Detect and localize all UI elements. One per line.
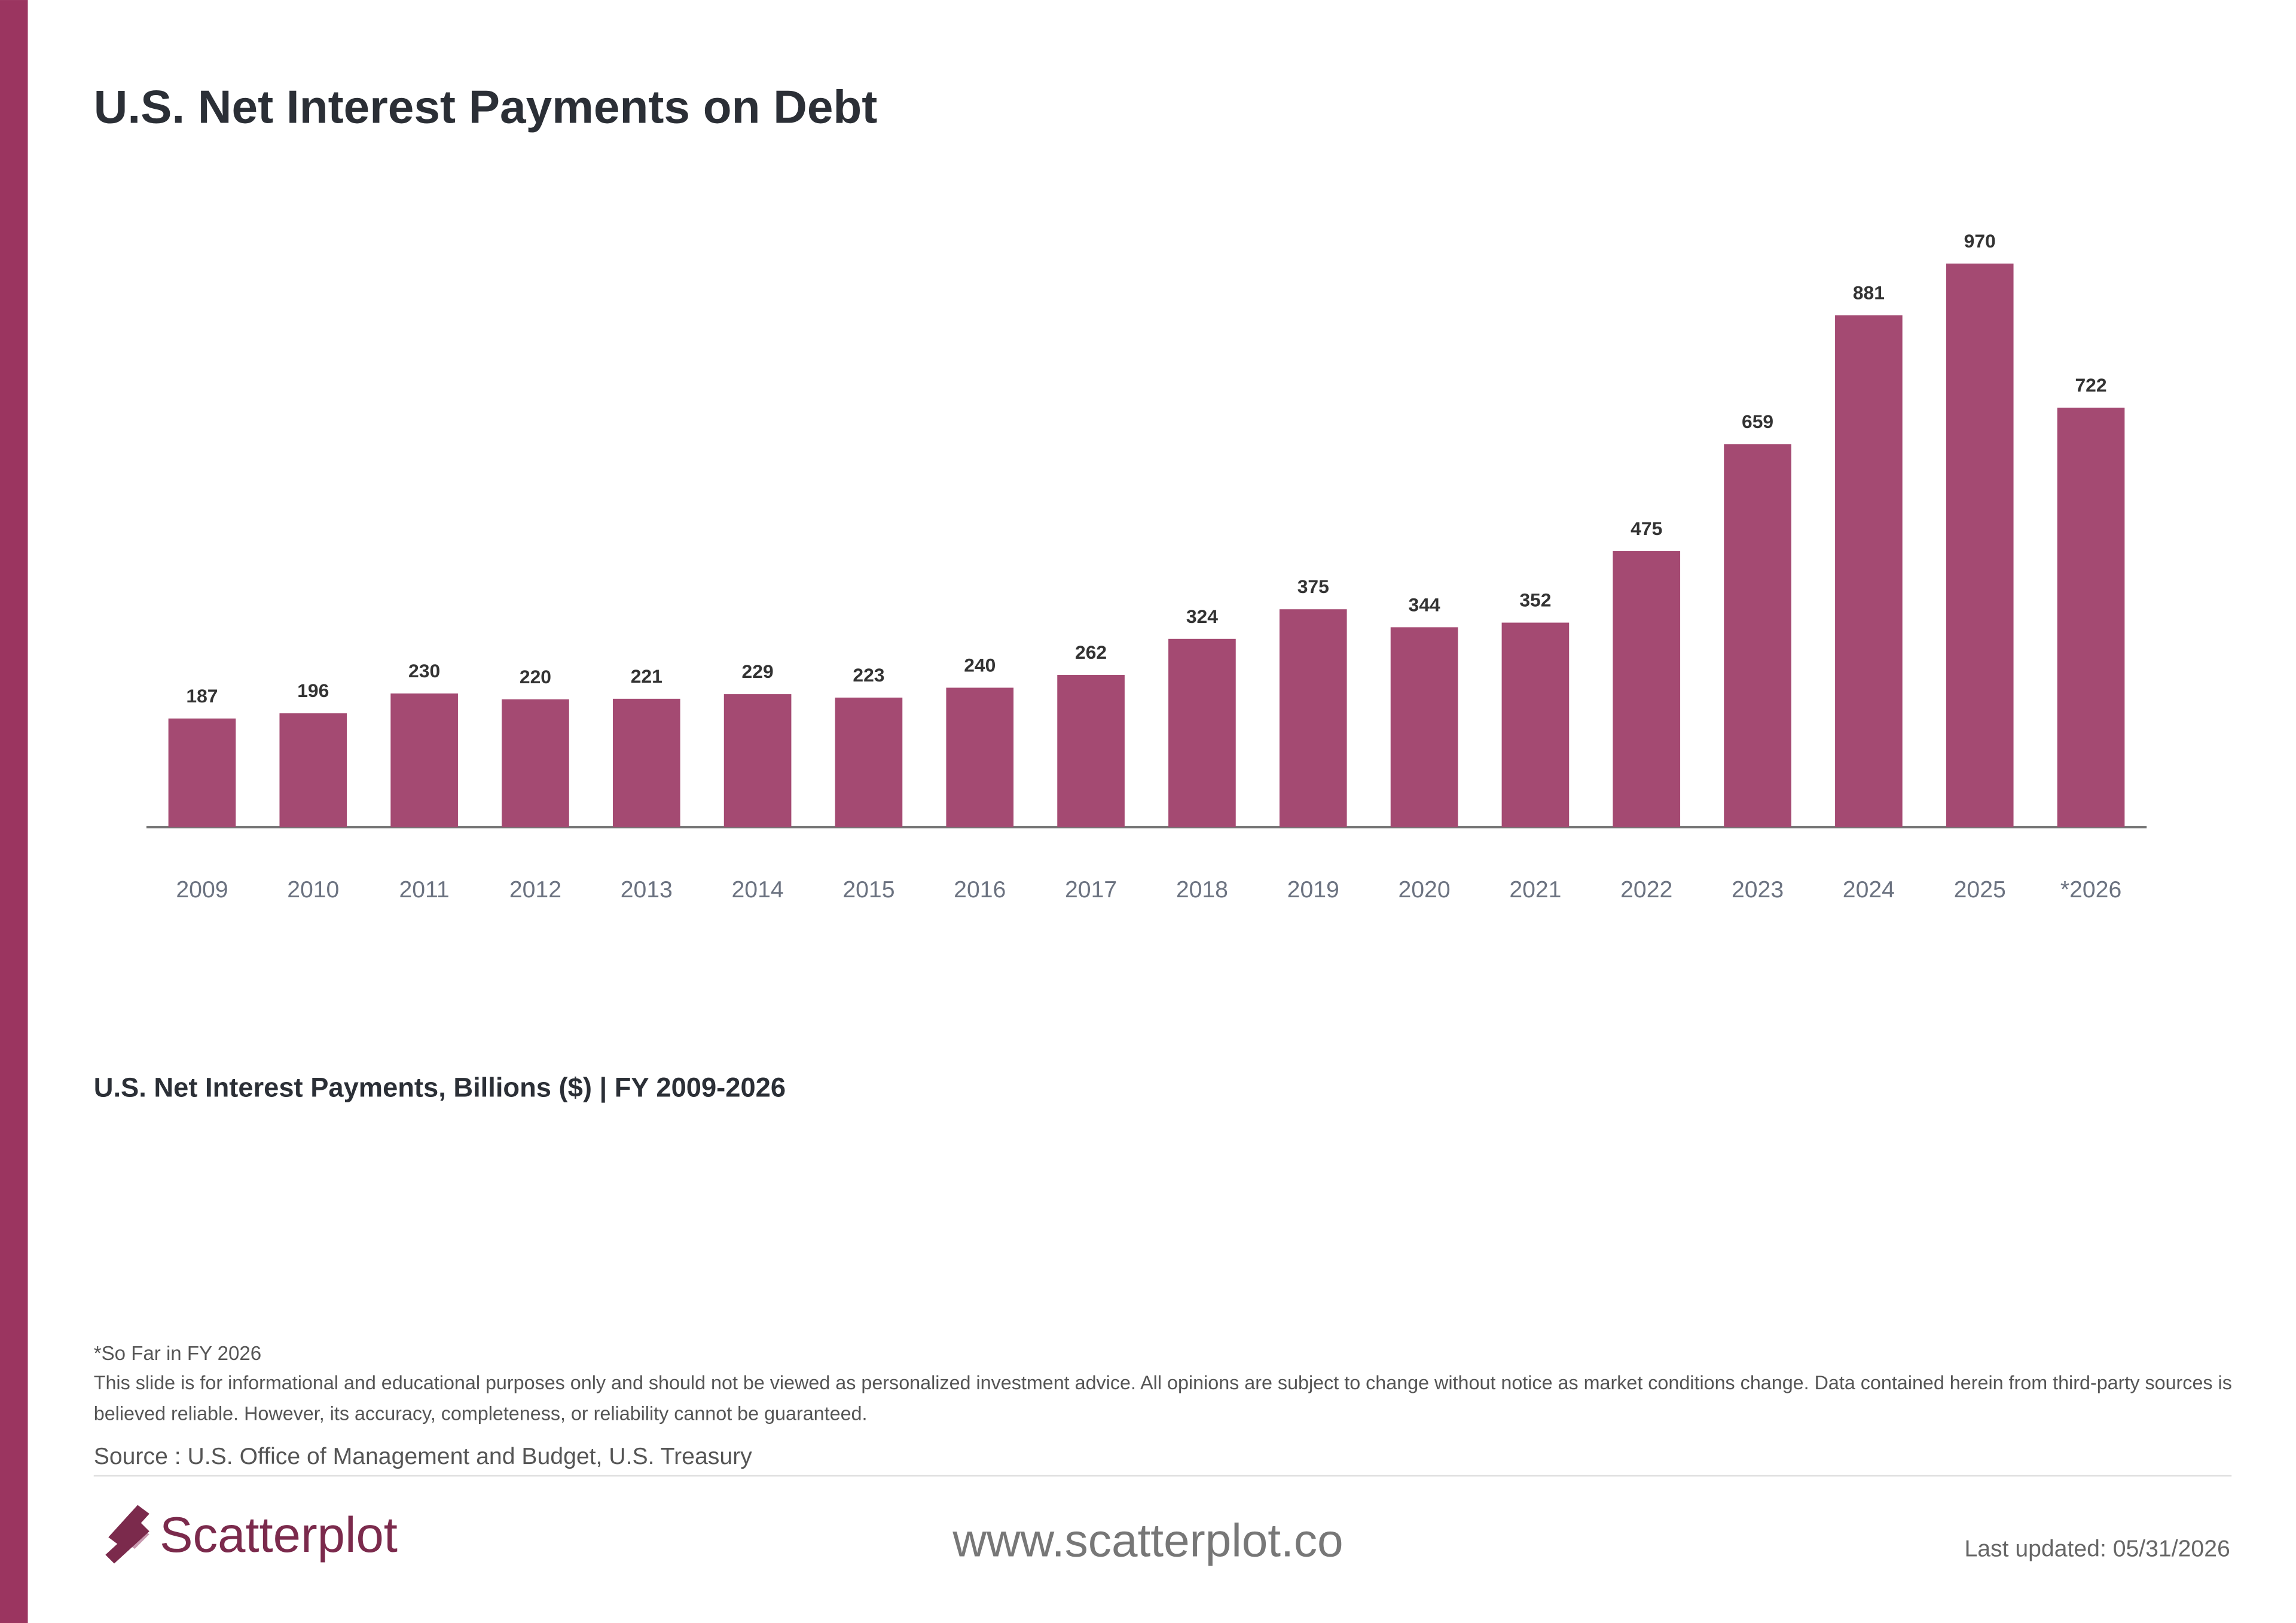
value-label: 475: [1631, 518, 1662, 539]
x-tick-label: 2025: [1954, 877, 2006, 903]
bar: [612, 698, 680, 827]
x-tick-label: 2016: [954, 877, 1006, 903]
bar: [2057, 407, 2125, 827]
value-label: 221: [631, 665, 662, 687]
value-label: 352: [1519, 589, 1551, 611]
x-tick-label: 2010: [287, 877, 339, 903]
chart-subtitle: U.S. Net Interest Payments, Billions ($)…: [94, 1072, 786, 1102]
bar: [502, 699, 569, 827]
x-tick-label: 2019: [1287, 877, 1339, 903]
chart-title: U.S. Net Interest Payments on Debt: [94, 81, 878, 133]
bar: [1057, 675, 1125, 827]
x-tick-label: 2017: [1065, 877, 1117, 903]
value-label: 344: [1409, 594, 1440, 615]
x-tick-label: 2022: [1620, 877, 1672, 903]
logo-text: Scatterplot: [160, 1507, 398, 1563]
x-tick-label: *2026: [2060, 877, 2121, 903]
value-label: 220: [520, 666, 551, 687]
x-tick-label: 2011: [399, 877, 449, 903]
x-tick-label: 2015: [842, 877, 894, 903]
source: Source : U.S. Office of Management and B…: [94, 1444, 752, 1469]
last-updated: Last updated: 05/31/2026: [1964, 1536, 2230, 1561]
value-label: 262: [1075, 641, 1107, 663]
bar: [1835, 315, 1903, 827]
x-tick-label: 2020: [1398, 877, 1450, 903]
value-label: 240: [964, 654, 996, 676]
bar: [1613, 551, 1681, 827]
value-label: 230: [408, 660, 440, 681]
value-label: 659: [1742, 411, 1773, 432]
value-label: 375: [1297, 576, 1329, 597]
value-label: 187: [186, 685, 218, 707]
logo-icon: [105, 1505, 149, 1564]
bar: [1168, 638, 1236, 827]
bar: [1946, 263, 2014, 827]
website: www.scatterplot.co: [952, 1514, 1343, 1566]
bar: [835, 697, 903, 827]
value-label: 223: [853, 664, 884, 686]
value-label: 881: [1853, 282, 1885, 303]
footnote: *So Far in FY 2026: [94, 1343, 261, 1365]
x-tick-label: 2013: [621, 877, 673, 903]
x-tick-label: 2024: [1843, 877, 1895, 903]
x-tick-label: 2021: [1509, 877, 1561, 903]
x-tick-label: 2023: [1732, 877, 1784, 903]
bar: [1724, 444, 1791, 827]
x-tick-label: 2014: [732, 877, 784, 903]
disclaimer: This slide is for informational and educ…: [93, 1371, 2232, 1425]
bar: [390, 693, 458, 827]
value-label: 722: [2075, 374, 2106, 396]
bar: [1501, 622, 1570, 827]
x-tick-label: 2009: [176, 877, 228, 903]
bar: [723, 694, 792, 827]
side-stripe: [0, 0, 28, 1623]
plot: 2009 187 2010 196 2011 230 2012 220 2013 221 2014 2…: [168, 230, 2125, 903]
value-label: 229: [742, 661, 774, 682]
x-tick-label: 2012: [509, 877, 561, 903]
bar: [279, 713, 347, 827]
disclaimer-box: This slide is for informational and educ…: [93, 1371, 2232, 1425]
bar: [946, 687, 1014, 827]
bar: [1279, 609, 1347, 827]
value-label: 196: [297, 680, 329, 701]
bar: [1390, 627, 1458, 827]
bar: [168, 718, 236, 827]
x-tick-label: 2018: [1176, 877, 1228, 903]
value-label: 970: [1964, 230, 1996, 252]
value-label: 324: [1186, 606, 1218, 627]
